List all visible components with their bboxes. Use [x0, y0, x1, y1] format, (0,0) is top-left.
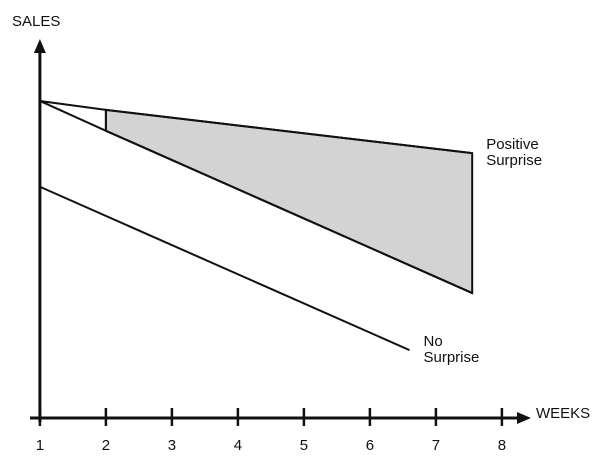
x-tick-label: 6 [366, 437, 374, 454]
x-tick-label: 3 [168, 437, 176, 454]
x-tick-label: 4 [234, 437, 242, 454]
x-axis-arrow [517, 412, 531, 424]
shaded-area [104, 108, 474, 295]
x-tick-label: 5 [300, 437, 308, 454]
x-tick-label: 2 [102, 437, 110, 454]
y-axis-arrow [33, 39, 46, 53]
series-label: Positive Surprise [486, 136, 542, 169]
x-tick-label: 1 [36, 437, 44, 454]
x-tick-label: 7 [432, 437, 440, 454]
line [39, 185, 410, 352]
y-axis-label: SALES [12, 13, 60, 30]
series-label: No Surprise [424, 333, 480, 366]
x-axis-label: WEEKS [536, 405, 590, 422]
line [39, 100, 473, 294]
line [39, 99, 473, 155]
x-tick-label: 8 [498, 437, 506, 454]
